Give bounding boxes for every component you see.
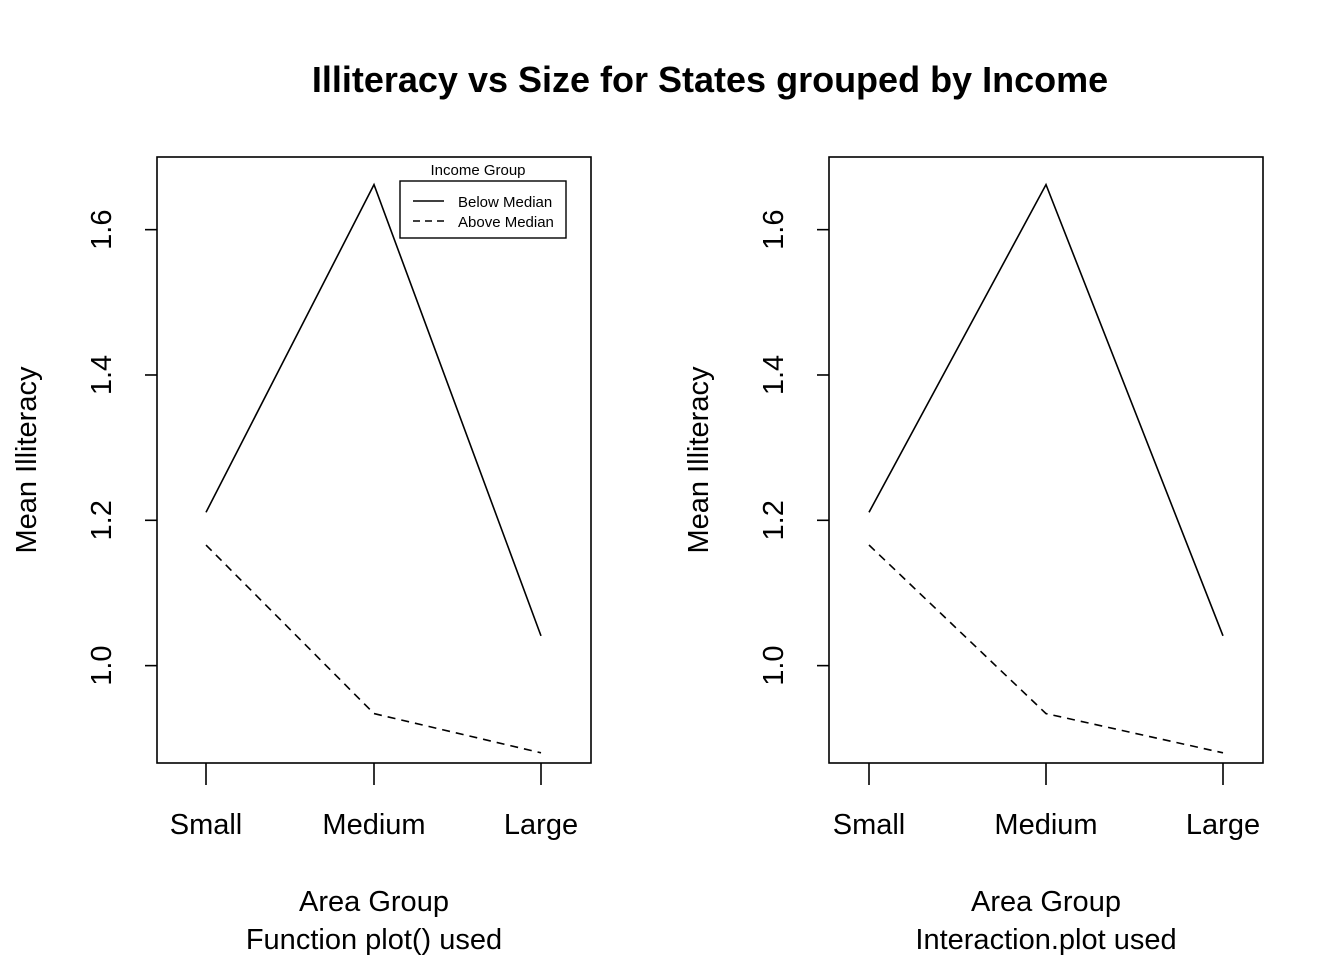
y-tick-label: 1.6: [86, 209, 118, 249]
chart-panel-2: 1.0 1.2 1.4 1.6 Mean Illiteracy Small Medium La…: [683, 156, 1264, 956]
y-tick-label: 1.4: [758, 355, 790, 395]
panel-subtitle: Function plot() used: [246, 924, 502, 956]
x-tick-label: Medium: [994, 809, 1097, 841]
legend: Income Group Below Median Above Median: [399, 162, 567, 239]
x-axis-label: Area Group: [971, 886, 1121, 918]
series-line-dashed: [205, 544, 542, 754]
legend-entry: Below Median: [458, 194, 552, 211]
y-axis-label: Mean Illiteracy: [11, 366, 43, 553]
plot-frame: [156, 156, 592, 764]
plot-frame: [828, 156, 1264, 764]
x-tick-label: Medium: [322, 809, 425, 841]
legend-box: [399, 180, 567, 239]
x-tick-label: Small: [833, 809, 906, 841]
x-axis-label: Area Group: [299, 886, 449, 918]
x-axis: Small Medium Large: [833, 763, 1260, 841]
series-line-dashed: [868, 544, 1224, 754]
chart-panel-1: 1.0 1.2 1.4 1.6 Mean Illiteracy Small Medium La…: [11, 156, 592, 956]
y-tick-label: 1.0: [758, 645, 790, 685]
y-tick-label: 1.2: [758, 500, 790, 540]
series-line-solid: [205, 182, 542, 637]
series-line-solid: [868, 182, 1224, 637]
y-axis-label: Mean Illiteracy: [683, 366, 715, 553]
figure-title: Illiteracy vs Size for States grouped by…: [312, 59, 1108, 100]
y-axis: 1.0 1.2 1.4 1.6: [86, 209, 157, 686]
y-tick-label: 1.0: [86, 645, 118, 685]
x-tick-label: Large: [504, 809, 578, 841]
y-tick-label: 1.2: [86, 500, 118, 540]
x-tick-label: Small: [170, 809, 243, 841]
legend-entry: Above Median: [458, 214, 554, 231]
legend-title: Income Group: [430, 162, 525, 179]
x-tick-label: Large: [1186, 809, 1260, 841]
y-axis: 1.0 1.2 1.4 1.6: [758, 209, 829, 686]
panel-subtitle: Interaction.plot used: [915, 924, 1176, 956]
x-axis: Small Medium Large: [170, 763, 578, 841]
y-tick-label: 1.4: [86, 355, 118, 395]
y-tick-label: 1.6: [758, 209, 790, 249]
